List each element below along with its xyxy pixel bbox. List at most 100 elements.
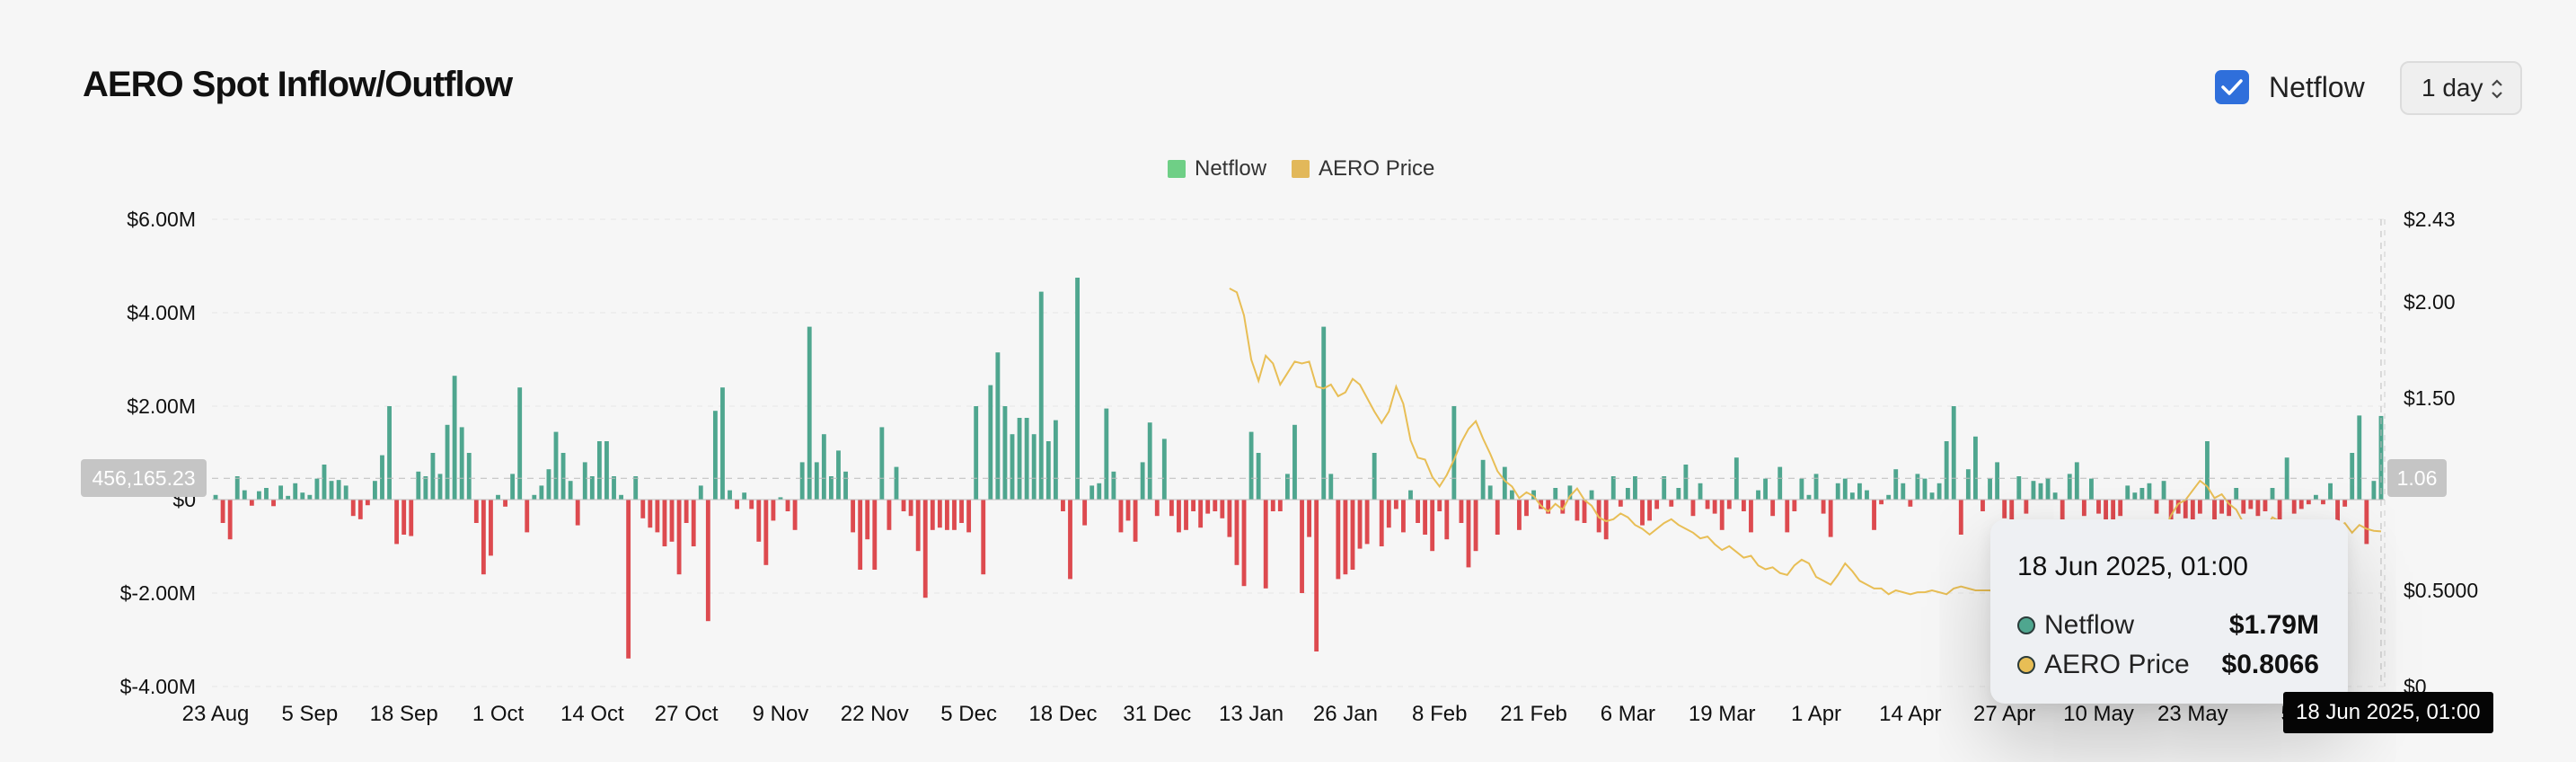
outflow-bar [394,500,400,545]
inflow-bar [2147,483,2152,500]
outflow-bar [2335,500,2341,521]
outflow-bar [851,500,856,533]
outflow-bar [1712,500,1717,514]
outflow-bar [2002,500,2007,518]
netflow-toggle[interactable]: Netflow [2215,70,2365,104]
outflow-bar [1379,500,1384,546]
outflow-bar [2081,500,2086,517]
outflow-bar [763,500,769,565]
inflow-bar [1372,453,1377,500]
inflow-bar [1842,478,1848,500]
x-axis-tick-label: 21 Feb [1500,702,1567,726]
inflow-bar [596,441,602,500]
x-axis-tick-label: 5 Dec [940,702,997,726]
outflow-bar [1872,500,1876,530]
inflow-bar [293,483,298,500]
inflow-bar [380,455,384,500]
legend-item-price[interactable]: AERO Price [1292,156,1434,182]
inflow-bar [234,476,240,500]
inflow-bar [1778,466,1783,500]
x-axis-tick-label: 27 Oct [655,702,719,726]
inflow-bar [1567,485,1573,500]
inflow-bar [539,485,544,500]
inflow-bar [828,476,834,500]
inflow-bar [300,492,305,500]
inflow-bar [416,471,421,500]
x-axis-tick-label: 1 Apr [1791,702,1841,726]
inflow-bar [322,465,327,500]
inflow-bar [256,491,261,500]
inflow-bar [1002,406,1008,500]
outflow-bar [945,500,949,530]
outflow-bar [1654,500,1660,509]
inflow-bar [2284,457,2289,500]
outflow-bar [792,500,798,530]
outflow-bar [771,500,776,521]
outflow-bar [1177,500,1181,533]
outflow-bar [1277,500,1283,511]
x-axis-tick-label: 19 Mar [1689,702,1756,726]
outflow-bar [1154,500,1160,517]
outflow-bar [1719,500,1725,530]
inflow-bar [698,485,703,500]
outflow-bar [2219,500,2224,514]
inflow-bar [2139,488,2145,500]
crosshair-right-value: 1.06 [2387,459,2447,498]
outflow-bar [872,500,878,570]
outflow-bar [1879,500,1884,505]
inflow-bar [2031,481,2036,500]
outflow-bar [901,500,906,511]
inflow-bar [278,485,284,500]
outflow-bar [1386,500,1391,528]
outflow-bar [227,500,233,540]
inflow-bar [1487,485,1493,500]
outflow-bar [503,500,507,507]
outflow-bar [1705,500,1710,509]
interval-select[interactable]: 1 day [2400,61,2522,115]
inflow-bar [430,453,436,500]
left-axis: $6.00M$4.00M$2.00M$0$-2.00M$-4.00M [120,208,196,698]
outflow-bar [2118,500,2123,517]
inflow-bar [1017,418,1022,500]
tooltip-row-price: AERO Price $0.8066 [2017,645,2319,685]
outflow-bar [1314,500,1319,651]
inflow-bar [1610,476,1616,500]
inflow-bar [1965,469,1971,500]
outflow-bar [1603,500,1609,540]
inflow-bar [604,441,609,500]
outflow-bar [1191,500,1196,511]
inflow-bar [619,494,623,500]
outflow-bar [1205,500,1211,514]
netflow-checkbox[interactable] [2215,70,2249,104]
inflow-bar [1408,490,1413,500]
inflow-bar [1010,434,1015,500]
inflow-bar [1973,436,1978,500]
x-axis-tick-label: 26 Jan [1313,702,1378,726]
outflow-bar [1350,500,1355,570]
inflow-bar [1936,483,1942,500]
inflow-bar [995,352,1001,500]
inflow-bar [1053,420,1058,500]
outflow-bar [1785,500,1790,533]
inflow-bar [1756,490,1760,500]
outflow-bar [1444,500,1450,540]
outflow-bar [2183,500,2188,518]
outflow-bar [575,500,580,526]
outflow-bar [1473,500,1478,552]
outflow-bar [1749,500,1753,533]
inflow-bar [1662,476,1667,500]
outflow-bar [1423,500,1428,535]
legend-item-netflow[interactable]: Netflow [1168,156,1266,182]
inflow-bar [510,474,516,500]
x-axis-tick-label: 13 Jan [1219,702,1284,726]
inflow-bar [894,466,899,500]
legend-label-price: AERO Price [1319,156,1435,181]
tooltip-dot-netflow [2017,616,2035,634]
outflow-bar [887,500,892,530]
x-axis-tick-label: 18 Sep [370,702,438,726]
price-line [1229,288,2382,623]
inflow-bar [1857,483,1862,500]
inflow-bar [1676,488,1681,500]
outflow-bar [1400,500,1406,533]
